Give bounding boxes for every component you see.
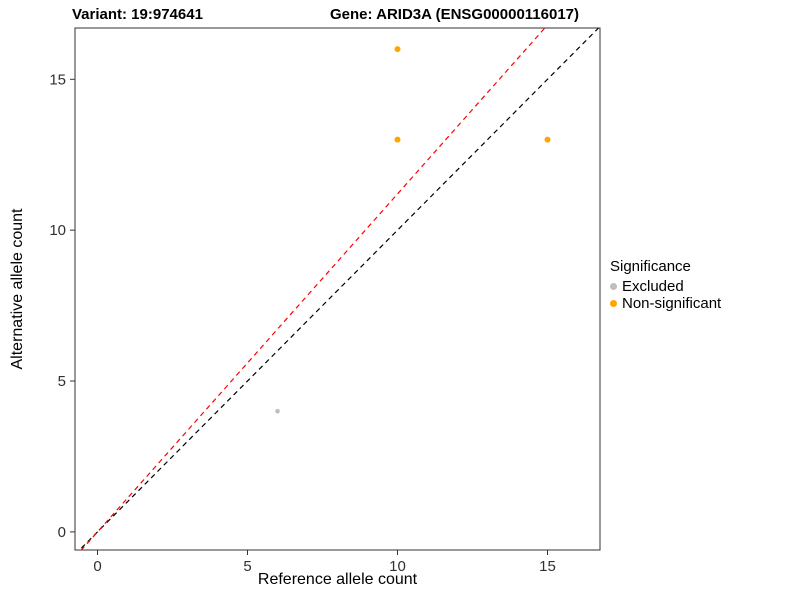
legend-item-label: Excluded bbox=[622, 278, 684, 295]
legend-item-excluded: Excluded bbox=[610, 278, 721, 295]
x-tick-label: 10 bbox=[389, 558, 406, 575]
x-tick-label: 5 bbox=[243, 558, 251, 575]
y-tick-label: 0 bbox=[58, 524, 66, 541]
data-point-excluded bbox=[275, 408, 280, 414]
legend-item-label: Non-significant bbox=[622, 295, 722, 312]
excluded-dot-icon bbox=[610, 283, 617, 290]
x-tick-label: 15 bbox=[539, 558, 556, 575]
variant-title: Variant: 19:974641 bbox=[72, 6, 203, 23]
expected-ratio-line bbox=[80, 28, 546, 550]
y-tick-label: 15 bbox=[49, 71, 66, 88]
y-tick-label: 10 bbox=[49, 222, 66, 239]
non-significant-dot-icon bbox=[610, 300, 617, 307]
identity-line bbox=[78, 28, 600, 550]
y-tick-label: 5 bbox=[58, 373, 66, 390]
y-axis-label: Alternative allele count bbox=[9, 208, 26, 370]
x-axis-label: Reference allele count bbox=[257, 571, 418, 588]
data-point-non-significant bbox=[544, 136, 551, 143]
gene-title: Gene: ARID3A (ENSG00000116017) bbox=[330, 6, 580, 23]
legend-item-non-significant: Non-significant bbox=[610, 295, 721, 312]
data-point-non-significant bbox=[394, 46, 401, 53]
plot-panel bbox=[74, 27, 601, 551]
data-point-non-significant bbox=[394, 136, 401, 143]
legend-title: Significance bbox=[610, 258, 691, 275]
x-tick-label: 0 bbox=[93, 558, 101, 575]
legend: Significance Excluded Non-significant bbox=[610, 258, 721, 312]
